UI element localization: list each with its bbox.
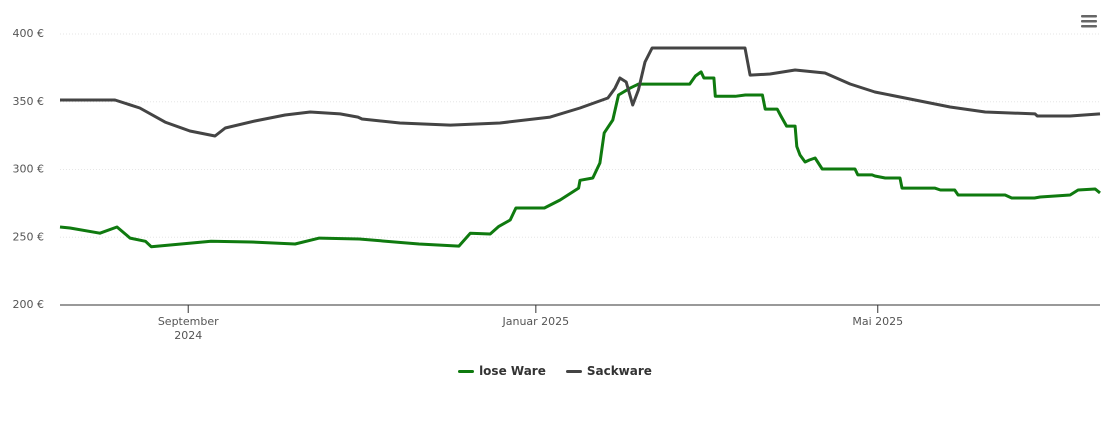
legend-swatch <box>458 369 475 373</box>
y-tick-label: 350 € <box>13 95 45 108</box>
y-tick-label: 250 € <box>13 230 45 243</box>
legend-swatch <box>565 369 582 373</box>
y-tick-label: 200 € <box>13 298 45 311</box>
legend-label: lose Ware <box>479 364 546 378</box>
y-tick-label: 400 € <box>13 27 45 40</box>
legend-item[interactable]: lose Ware <box>458 364 546 378</box>
menu-bar <box>1081 25 1097 28</box>
menu-button[interactable] <box>1080 14 1098 30</box>
x-tick-label: Januar 2025 <box>502 315 570 328</box>
series-line <box>60 46 1101 138</box>
legend-item[interactable]: Sackware <box>565 364 652 378</box>
menu-bar <box>1081 15 1097 18</box>
menu-bar <box>1081 20 1097 23</box>
x-tick-label: Mai 2025 <box>852 315 904 328</box>
y-tick-label: 300 € <box>13 163 45 176</box>
series-line <box>59 70 1101 249</box>
legend: lose Ware Sackware <box>0 364 1110 378</box>
x-tick-label: September 2024 <box>157 315 219 342</box>
legend-label: Sackware <box>586 364 652 378</box>
